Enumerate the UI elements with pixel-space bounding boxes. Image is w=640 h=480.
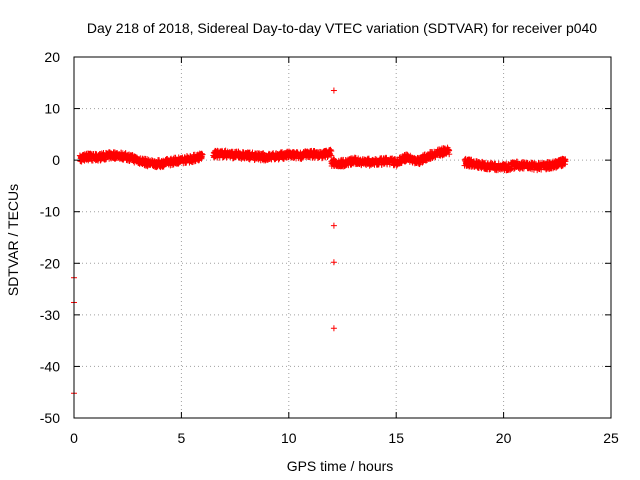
- y-tick-label: -50: [40, 410, 60, 426]
- x-axis-label: GPS time / hours: [287, 458, 394, 474]
- y-tick-label: 20: [44, 49, 60, 65]
- y-axis-label: SDTVAR / TECUs: [5, 184, 21, 296]
- x-tick-label: 20: [496, 430, 512, 446]
- x-tick-label: 5: [178, 430, 186, 446]
- outlier-point: [337, 163, 344, 170]
- chart-title: Day 218 of 2018, Sidereal Day-to-day VTE…: [87, 20, 597, 36]
- outlier-point: [268, 151, 275, 158]
- band-point: [365, 155, 372, 162]
- band-point: [101, 156, 108, 163]
- y-tick-label: -20: [40, 255, 60, 271]
- plot-frame: [73, 56, 612, 419]
- outlier-point: [330, 325, 337, 332]
- y-tick-label: 0: [52, 152, 60, 168]
- y-tick-label: -30: [40, 307, 60, 323]
- outlier-point: [77, 158, 84, 165]
- x-tick-label: 0: [70, 430, 78, 446]
- outlier-point: [330, 259, 337, 266]
- band-point: [198, 150, 205, 157]
- axis-ticks: [73, 56, 612, 419]
- grid-lines: [74, 57, 611, 418]
- outlier-point: [330, 222, 337, 229]
- x-tick-label: 10: [281, 430, 297, 446]
- band-point: [327, 151, 334, 158]
- outlier-point: [330, 87, 337, 94]
- x-tick-label: 25: [603, 430, 619, 446]
- x-tick-label: 15: [388, 430, 404, 446]
- band-point: [328, 148, 335, 155]
- data-points: [71, 87, 569, 397]
- x-tick-labels: 0 5 10 15 20 25: [70, 430, 619, 446]
- y-tick-label: -40: [40, 358, 60, 374]
- y-tick-label: -10: [40, 204, 60, 220]
- band-point: [562, 156, 569, 163]
- y-tick-label: 10: [44, 101, 60, 117]
- band-point: [446, 151, 453, 158]
- band-point: [327, 146, 334, 153]
- y-tick-labels: -50 -40 -30 -20 -10 0 10 20: [40, 49, 60, 426]
- band-point: [199, 151, 206, 158]
